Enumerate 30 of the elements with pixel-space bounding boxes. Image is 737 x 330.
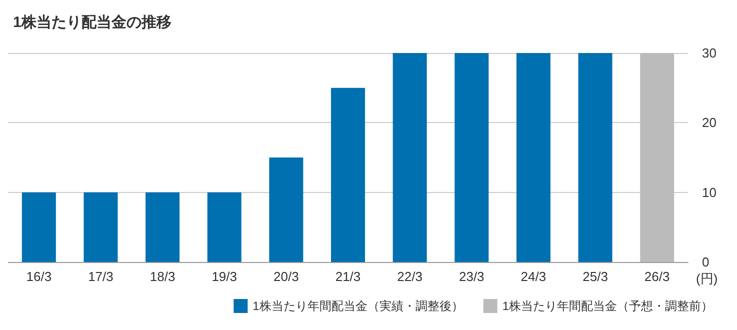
bar: [146, 192, 180, 262]
x-tick-label: 20/3: [274, 269, 299, 284]
bar: [207, 192, 242, 262]
y-tick-label: 30: [702, 46, 716, 60]
x-tick-label: 25/3: [582, 269, 608, 284]
bar: [454, 53, 489, 262]
bar: [269, 158, 304, 262]
bar: [640, 53, 674, 262]
x-tick-label: 24/3: [520, 269, 546, 284]
x-tick-label: 26/3: [644, 269, 670, 284]
x-tick-label: 17/3: [88, 269, 114, 284]
bar: [84, 192, 118, 262]
bar: [578, 53, 612, 262]
y-tick-label: 0: [702, 254, 710, 270]
bar: [392, 53, 427, 262]
x-tick-label: 18/3: [150, 269, 176, 284]
x-tick-label: 21/3: [335, 269, 361, 284]
y-axis-title: (円): [696, 271, 718, 286]
y-tick-label: 10: [702, 184, 716, 200]
x-tick-label: 19/3: [212, 269, 238, 284]
legend-label: 1株当たり年間配当金（予想・調整前）: [502, 299, 714, 313]
bar: [331, 88, 365, 262]
legend-label: 1株当たり年間配当金（実績・調整後）: [252, 299, 464, 313]
bar: [22, 192, 56, 262]
y-tick-label: 20: [702, 115, 716, 130]
x-tick-label: 16/3: [26, 269, 52, 284]
x-tick-label: 22/3: [397, 269, 422, 284]
chart-title: 1株当たり配当金の推移: [13, 14, 172, 31]
x-tick-label: 23/3: [458, 269, 484, 284]
bar: [516, 53, 550, 262]
